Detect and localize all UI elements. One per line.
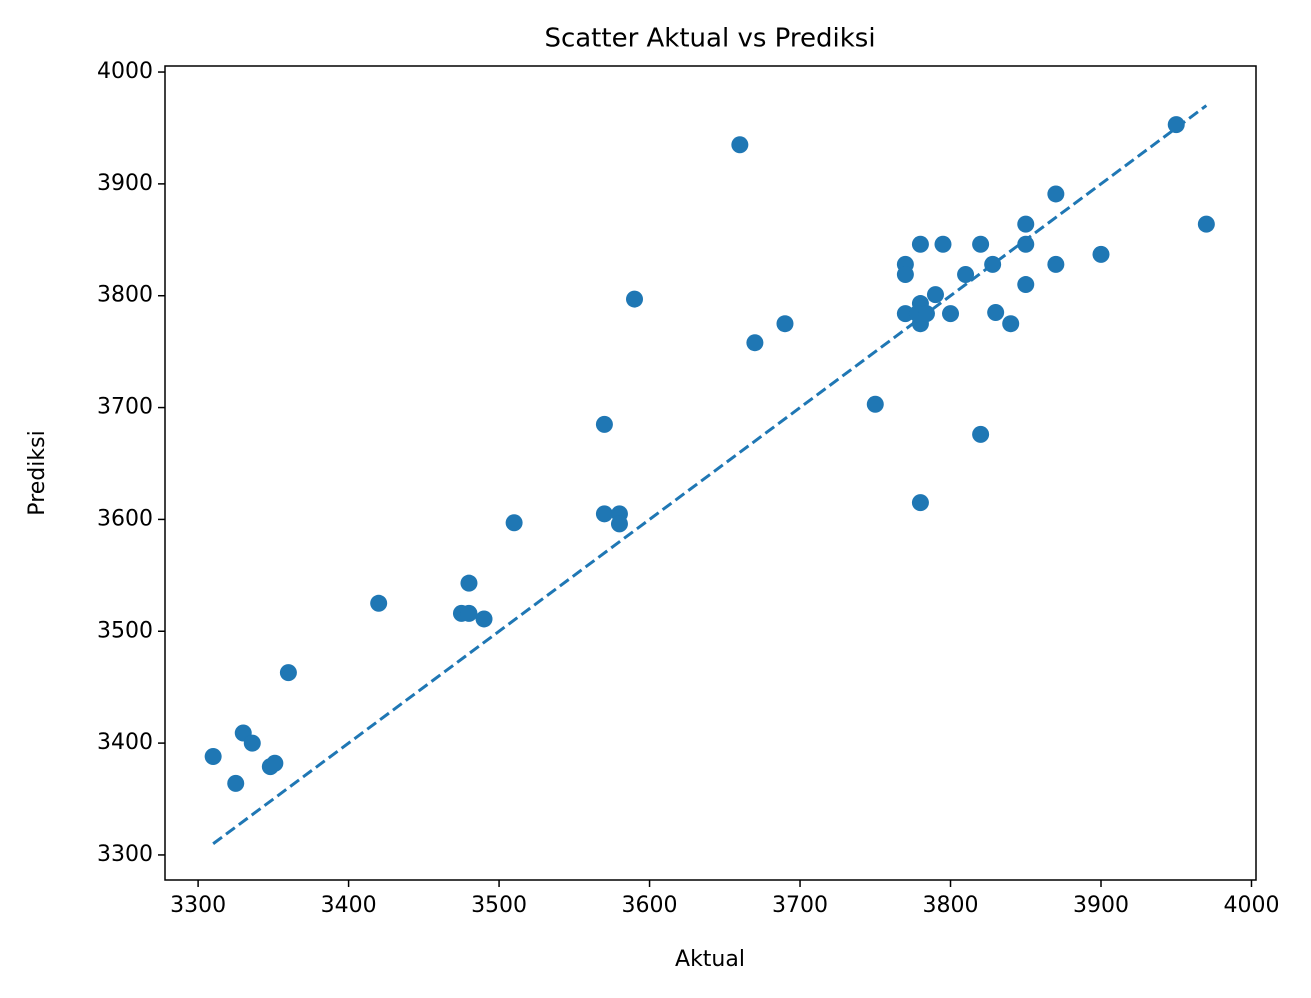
point [610,515,628,533]
point [1197,215,1215,233]
point [1167,116,1185,134]
x-tick-label: 4000 [1223,893,1279,918]
point [595,505,613,523]
y-tick-label: 3500 [97,618,153,643]
x-tick-label: 3500 [471,893,527,918]
point [505,514,523,532]
point [866,395,884,413]
point [243,734,261,752]
point [731,136,749,154]
point [911,235,929,253]
y-tick-label: 3300 [97,842,153,867]
point [1017,215,1035,233]
reference-line [212,104,1208,845]
point [279,664,297,682]
y-tick-label: 3900 [97,171,153,196]
point [972,425,990,443]
point [1047,185,1065,203]
point [460,574,478,592]
point [911,494,929,512]
point [896,305,914,323]
point [1092,245,1110,263]
y-tick-label: 3600 [97,506,153,531]
point [926,286,944,304]
y-tick-label: 3700 [97,395,153,420]
point [776,315,794,333]
point [204,748,222,766]
point [475,610,493,628]
point [746,334,764,352]
point [1002,315,1020,333]
chart-title: Scatter Aktual vs Prediksi [544,24,875,54]
point [987,304,1005,322]
y-axis-label: Prediksi [25,430,50,515]
point [1017,235,1035,253]
point [626,290,644,308]
plot-frame [164,65,1257,881]
point [984,255,1002,273]
point [370,594,388,612]
point [972,235,990,253]
point [917,305,935,323]
x-tick-label: 3300 [170,893,226,918]
point [1047,255,1065,273]
point [934,235,952,253]
x-tick-label: 3800 [923,893,979,918]
x-tick-label: 3900 [1073,893,1129,918]
y-tick-label: 3400 [97,730,153,755]
point [266,754,284,772]
x-axis-label: Aktual [675,947,745,972]
point [460,604,478,622]
point [942,305,960,323]
y-tick-label: 3800 [97,283,153,308]
x-tick-label: 3600 [622,893,678,918]
x-tick-label: 3400 [321,893,377,918]
point [957,265,975,283]
point [595,415,613,433]
point [896,265,914,283]
x-tick-label: 3700 [772,893,828,918]
point [227,774,245,792]
y-tick-label: 4000 [97,59,153,84]
point [1017,276,1035,294]
